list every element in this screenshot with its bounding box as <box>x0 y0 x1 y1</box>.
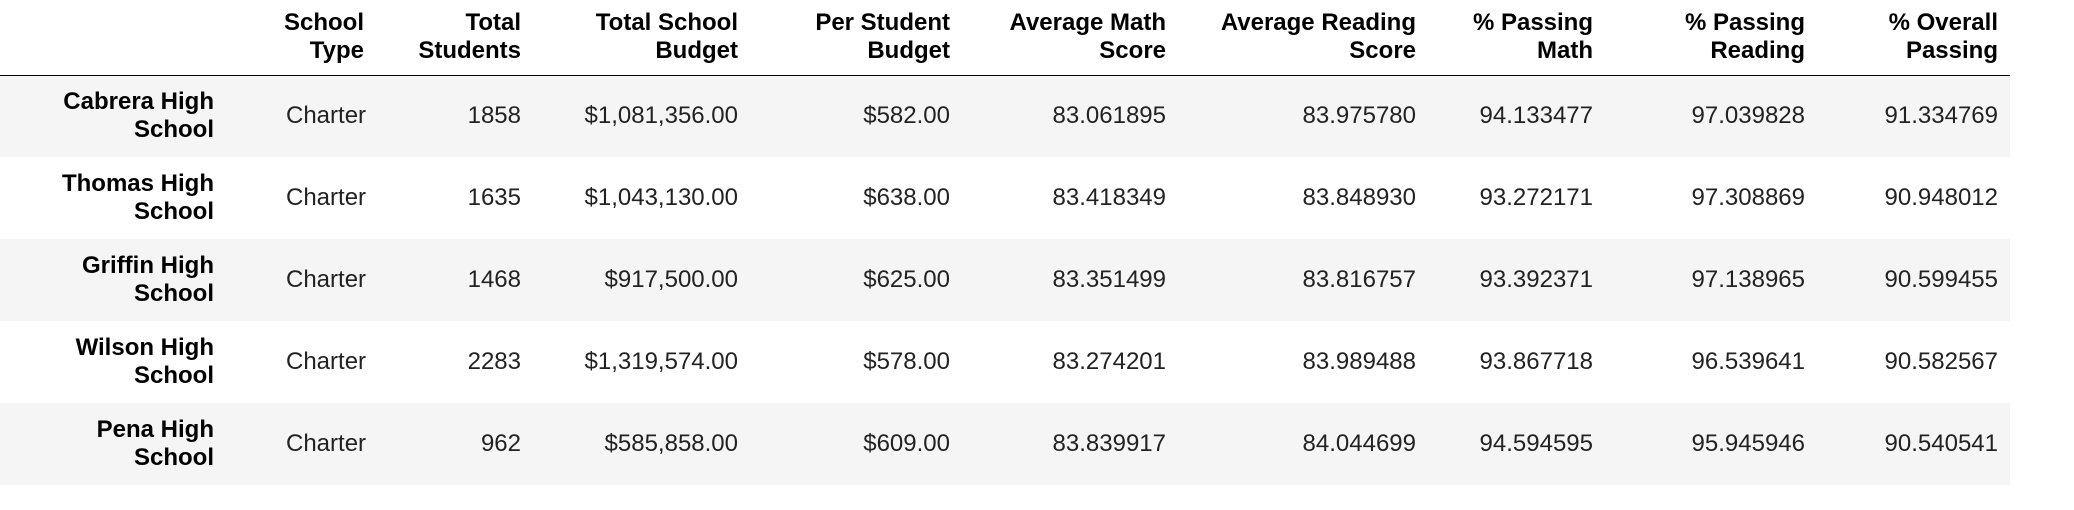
cell-school-type: Charter <box>286 430 367 457</box>
header-pct-passing-math: % Passing Math <box>1428 0 1605 76</box>
header-average-math-score: Average Math Score <box>962 0 1178 76</box>
cell-avg-reading: 83.816757 <box>1302 266 1416 293</box>
dataframe-output: School Type Total Students Total School Bud… <box>0 0 2010 485</box>
cell-avg-reading: 83.989488 <box>1302 348 1416 375</box>
header-pct-passing-reading: % Passing Reading <box>1605 0 1817 76</box>
cell-pct-math: 93.272171 <box>1479 184 1593 211</box>
cell-pct-overall: 90.948012 <box>1884 184 1998 211</box>
row-index-school-name: Pena High School <box>96 416 214 471</box>
cell-total-budget: $1,081,356.00 <box>584 102 738 130</box>
cell-per-student-budget: $609.00 <box>863 430 950 457</box>
row-index-school-name: Griffin High School <box>82 252 214 307</box>
index-header <box>0 0 226 76</box>
cell-pct-math: 94.133477 <box>1479 102 1593 130</box>
cell-school-type: Charter <box>286 184 367 211</box>
cell-pct-overall: 90.599455 <box>1884 266 1998 293</box>
cell-pct-reading: 96.539641 <box>1691 348 1805 375</box>
cell-total-students: 2283 <box>467 348 521 375</box>
cell-pct-math: 94.594595 <box>1479 430 1593 457</box>
cell-total-budget: $1,319,574.00 <box>584 348 738 375</box>
row-index-school-name: Thomas High School <box>61 170 214 225</box>
cell-avg-math: 83.351499 <box>1052 266 1166 293</box>
cell-avg-reading: 84.044699 <box>1302 430 1416 457</box>
cell-total-budget: $917,500.00 <box>604 266 738 293</box>
school-summary-table: School Type Total Students Total School Bud… <box>0 0 2010 485</box>
header-school-type: School Type <box>226 0 376 76</box>
cell-per-student-budget: $582.00 <box>863 102 950 130</box>
cell-total-students: 962 <box>480 430 521 457</box>
cell-pct-overall: 90.540541 <box>1884 430 1998 457</box>
cell-pct-overall: 91.334769 <box>1884 102 1998 130</box>
table-row: Griffin High School Charter 1468 $917,500… <box>0 239 2010 321</box>
table-row: Wilson High School Charter 2283 $1,319,57… <box>0 321 2010 403</box>
cell-per-student-budget: $625.00 <box>863 266 950 293</box>
cell-avg-reading: 83.848930 <box>1302 184 1416 211</box>
cell-total-budget: $1,043,130.00 <box>584 184 738 211</box>
cell-total-students: 1468 <box>467 266 521 293</box>
cell-pct-math: 93.392371 <box>1479 266 1593 293</box>
table-row: Cabrera High School Charter 1858 $1,081,3… <box>0 75 2010 157</box>
cell-school-type: Charter <box>286 266 367 293</box>
cell-total-students: 1635 <box>467 184 521 211</box>
cell-avg-math: 83.839917 <box>1052 430 1166 457</box>
header-total-school-budget: Total School Budget <box>533 0 750 76</box>
cell-avg-math: 83.418349 <box>1052 184 1166 211</box>
cell-avg-math: 83.061895 <box>1052 102 1166 130</box>
cell-school-type: Charter <box>286 102 367 130</box>
cell-total-students: 1858 <box>467 102 521 130</box>
table-row: Thomas High School Charter 1635 $1,043,13… <box>0 157 2010 239</box>
cell-per-student-budget: $638.00 <box>863 184 950 211</box>
cell-avg-reading: 83.975780 <box>1302 102 1416 130</box>
cell-pct-reading: 95.945946 <box>1691 430 1805 457</box>
cell-pct-overall: 90.582567 <box>1884 348 1998 375</box>
table-body: Cabrera High School Charter 1858 $1,081,3… <box>0 75 2010 485</box>
cell-total-budget: $585,858.00 <box>604 430 738 457</box>
table-header: School Type Total Students Total School Bud… <box>0 0 2010 76</box>
row-index-school-name: Cabrera High School <box>63 88 214 144</box>
cell-pct-reading: 97.039828 <box>1691 102 1805 130</box>
header-average-reading-score: Average Reading Score <box>1178 0 1428 76</box>
cell-per-student-budget: $578.00 <box>863 348 950 375</box>
header-row: School Type Total Students Total School Bud… <box>0 0 2010 76</box>
cell-pct-reading: 97.138965 <box>1691 266 1805 293</box>
header-total-students: Total Students <box>376 0 533 76</box>
cell-pct-reading: 97.308869 <box>1691 184 1805 211</box>
cell-pct-math: 93.867718 <box>1479 348 1593 375</box>
table-row: Pena High School Charter 962 $585,858.00 … <box>0 403 2010 485</box>
cell-school-type: Charter <box>286 348 367 375</box>
cell-avg-math: 83.274201 <box>1052 348 1166 375</box>
row-index-school-name: Wilson High School <box>75 334 214 389</box>
header-per-student-budget: Per Student Budget <box>750 0 962 76</box>
header-pct-overall-passing: % Overall Passing <box>1817 0 2010 76</box>
